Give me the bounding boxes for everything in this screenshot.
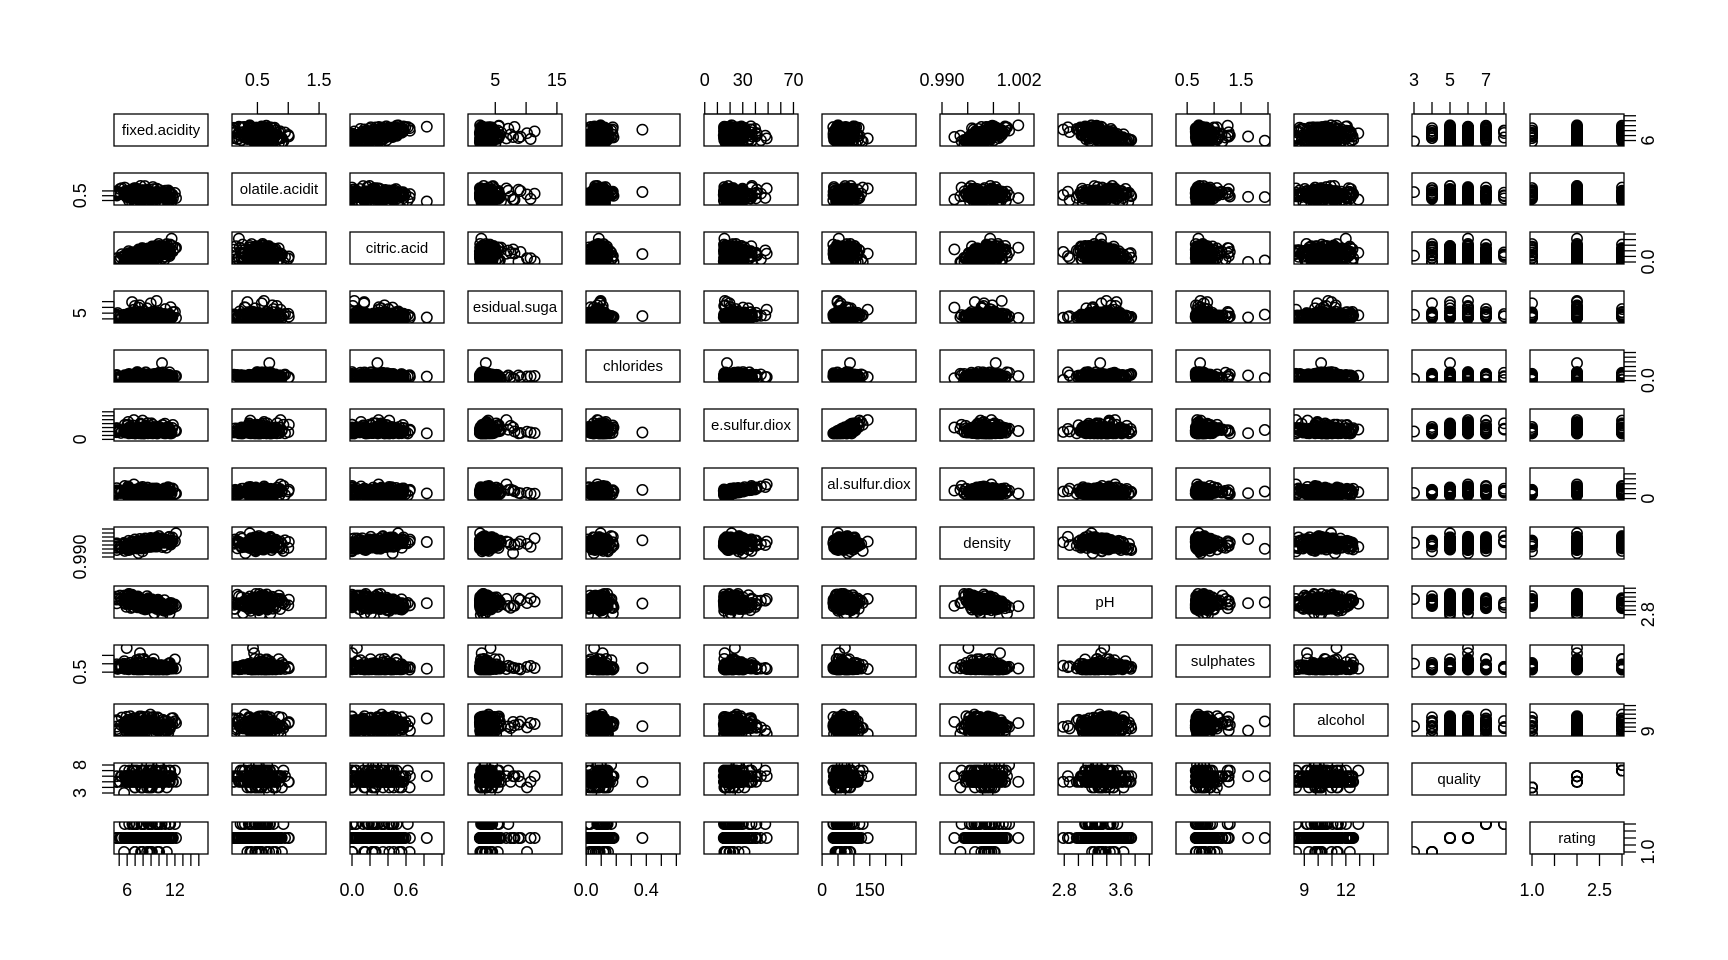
points-volatile.acidity-vs-total.sulfur.dioxide — [828, 181, 873, 208]
panel-rating-vs-quality — [1412, 822, 1506, 854]
points-volatile.acidity-vs-citric.acid — [347, 181, 432, 208]
points-fixed.acidity-vs-residual.sugar — [475, 120, 540, 149]
points-fixed.acidity-vs-quality — [1409, 120, 1509, 149]
points-fixed.acidity-vs-pH — [1058, 120, 1136, 149]
data-point — [1260, 136, 1270, 146]
data-point — [1409, 136, 1419, 146]
points-fixed.acidity-vs-density — [949, 120, 1023, 149]
data-point — [637, 187, 647, 197]
points-fixed.acidity-vs-chlorides — [583, 120, 648, 149]
points-fixed.acidity-vs-volatile.acidity — [229, 120, 294, 149]
points-volatile.acidity-vs-density — [949, 181, 1023, 208]
panel-quality-vs-rating — [1530, 763, 1624, 795]
points-fixed.acidity-vs-sulphates — [1191, 120, 1270, 149]
points-fixed.acidity-vs-citric.acid — [347, 120, 432, 149]
data-point — [637, 125, 647, 135]
points-volatile.acidity-vs-sulphates — [1191, 181, 1270, 208]
points-fixed.acidity-vs-rating — [1527, 120, 1627, 149]
points-volatile.acidity-vs-chlorides — [583, 181, 648, 208]
data-point — [1243, 131, 1253, 141]
points-fixed.acidity-vs-total.sulfur.dioxide — [828, 120, 873, 149]
points-volatile.acidity-vs-fixed.acidity — [112, 181, 182, 208]
points-volatile.acidity-vs-residual.sugar — [475, 181, 540, 208]
panel-sulphates-vs-quality — [1412, 645, 1506, 677]
points-volatile.acidity-vs-free.sulfur.dioxide — [719, 181, 772, 208]
data-point — [1223, 121, 1233, 131]
points-fixed.acidity-vs-free.sulfur.dioxide — [719, 120, 772, 149]
points-fixed.acidity-vs-alcohol — [1291, 120, 1364, 149]
data-point — [422, 122, 432, 132]
data-point — [949, 194, 959, 204]
points-volatile.acidity-vs-pH — [1058, 181, 1136, 208]
